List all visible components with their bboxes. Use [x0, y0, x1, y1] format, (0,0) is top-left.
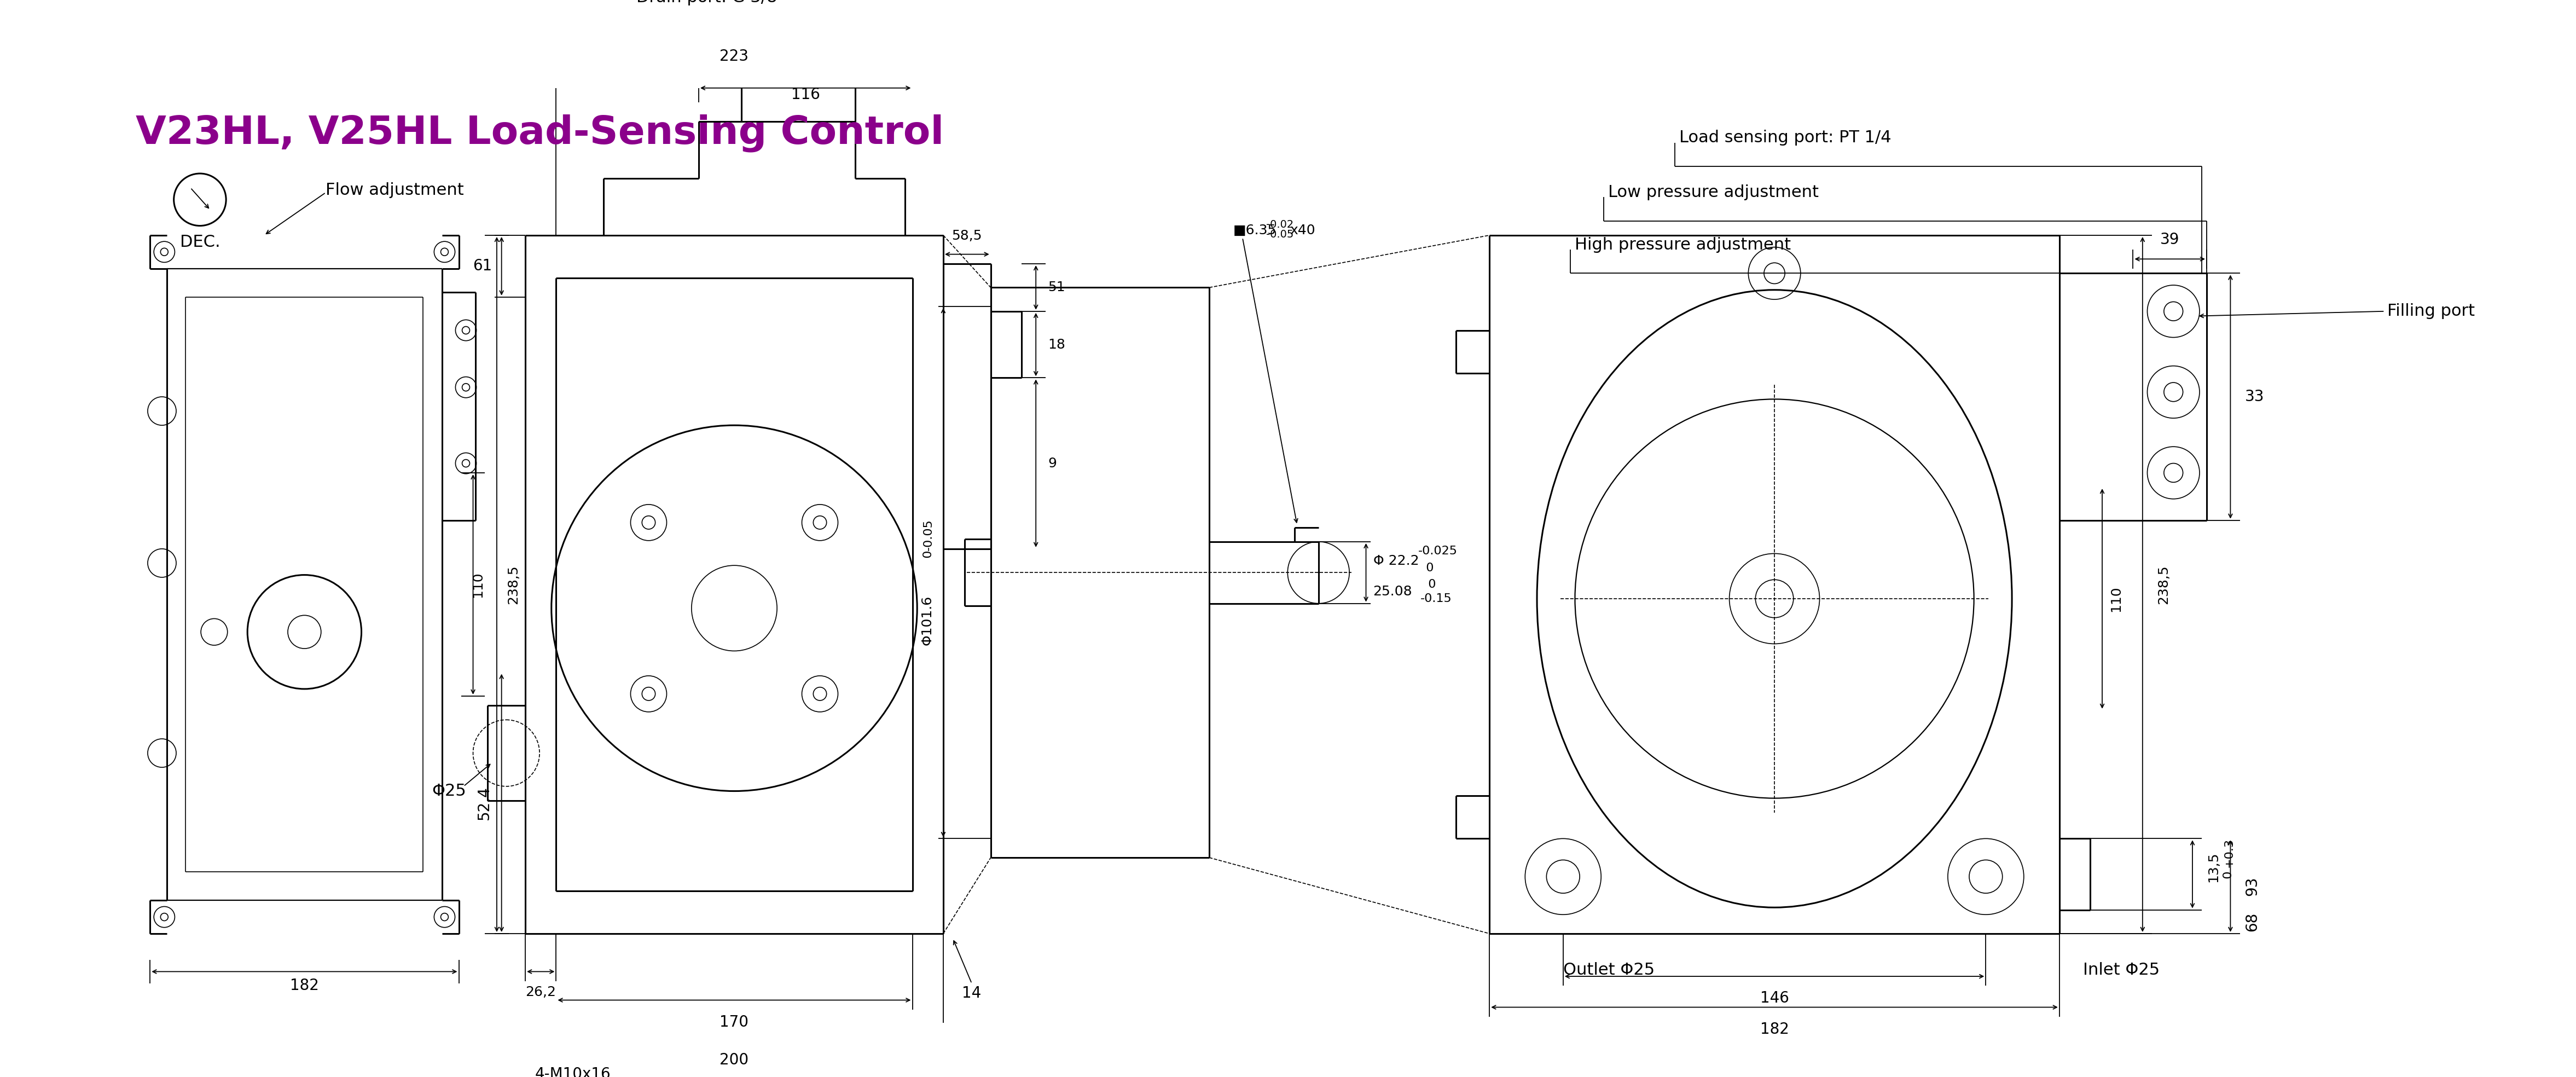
Text: 4-M10x16: 4-M10x16 [536, 1066, 611, 1077]
Text: 0: 0 [922, 550, 933, 567]
Text: Low pressure adjustment: Low pressure adjustment [1607, 184, 1819, 200]
Text: 238,5: 238,5 [2156, 564, 2169, 604]
Text: 116: 116 [791, 87, 819, 102]
Text: 146: 146 [1759, 991, 1788, 1006]
Text: 110: 110 [2110, 586, 2123, 612]
Text: 13,5: 13,5 [2208, 852, 2221, 882]
Text: ■6.35: ■6.35 [1234, 224, 1275, 237]
Text: Flow adjustment: Flow adjustment [325, 182, 464, 198]
Text: -0.025: -0.025 [1419, 546, 1458, 557]
Text: Load sensing port: PT 1/4: Load sensing port: PT 1/4 [1680, 130, 1891, 145]
Text: 200: 200 [719, 1052, 750, 1067]
Text: 14: 14 [961, 985, 981, 1002]
Text: 170: 170 [719, 1015, 750, 1030]
Text: High pressure adjustment: High pressure adjustment [1574, 237, 1790, 253]
Text: 93: 93 [2244, 877, 2259, 896]
Text: Filling port: Filling port [2388, 304, 2476, 319]
Text: 61: 61 [474, 258, 492, 274]
Text: Φ101.6: Φ101.6 [920, 596, 933, 645]
Text: +0.3: +0.3 [2223, 838, 2233, 868]
Text: 182: 182 [1759, 1021, 1788, 1037]
Text: 39: 39 [2161, 232, 2179, 247]
Text: Φ 22.2: Φ 22.2 [1373, 554, 1419, 568]
Text: -0.02: -0.02 [1267, 220, 1293, 230]
Text: 238,5: 238,5 [507, 564, 520, 604]
Text: 25.08: 25.08 [1373, 585, 1412, 598]
Text: Outlet Φ25: Outlet Φ25 [1564, 962, 1654, 978]
Text: x40: x40 [1291, 224, 1316, 237]
Text: Inlet Φ25: Inlet Φ25 [2084, 962, 2159, 978]
Text: 0: 0 [1419, 579, 1437, 590]
Text: 58,5: 58,5 [951, 229, 981, 242]
Text: 18: 18 [1048, 338, 1066, 351]
Text: 51: 51 [1048, 281, 1064, 294]
Text: -0.05: -0.05 [922, 519, 933, 550]
Text: V23HL, V25HL Load-Sensing Control: V23HL, V25HL Load-Sensing Control [137, 114, 943, 152]
Text: 0: 0 [1419, 562, 1435, 573]
Text: 110: 110 [471, 572, 484, 598]
Text: 182: 182 [291, 978, 319, 993]
Text: DEC.: DEC. [180, 235, 219, 250]
Text: 52,4: 52,4 [477, 786, 492, 820]
Text: -0.15: -0.15 [1419, 593, 1453, 604]
Text: Drain port: G 3/8": Drain port: G 3/8" [636, 0, 786, 5]
Text: 9: 9 [1048, 457, 1056, 470]
Text: 68: 68 [2244, 912, 2259, 932]
Text: 33: 33 [2244, 389, 2264, 405]
Text: -0.05: -0.05 [1267, 229, 1293, 239]
Text: 0: 0 [2223, 871, 2233, 886]
Text: 223: 223 [719, 48, 750, 65]
Text: 26,2: 26,2 [526, 985, 556, 999]
Text: Φ25: Φ25 [433, 783, 466, 799]
